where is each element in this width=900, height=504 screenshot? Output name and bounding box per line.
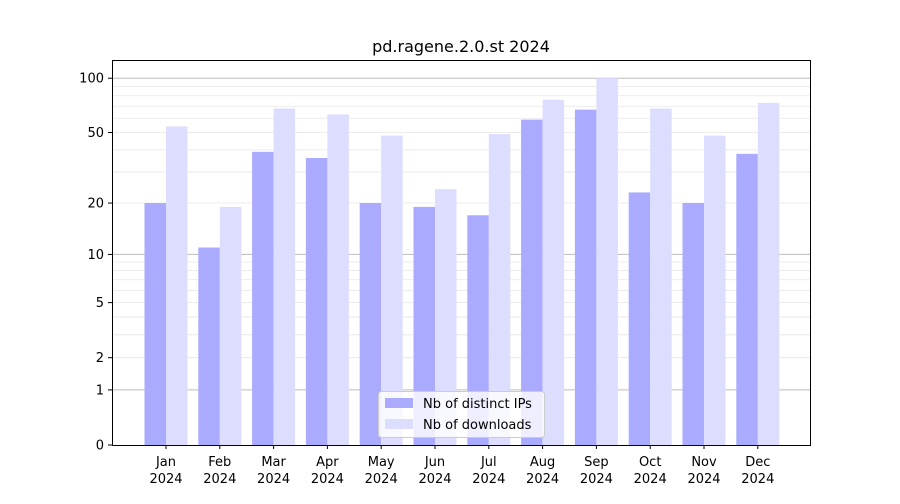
y-tick-label: 100: [79, 72, 104, 87]
bar-downloads: [488, 134, 511, 445]
y-axis: 0 1 2 5 10 20 50 100: [79, 72, 112, 454]
bar-downloads: [381, 135, 403, 445]
x-tick-label: Feb 2024: [203, 455, 236, 487]
y-tick-label: 1: [96, 383, 104, 398]
bar-distinct-ips: [252, 151, 274, 445]
plot-frame: [112, 60, 811, 446]
x-tick-label: Apr 2024: [311, 455, 344, 487]
bar-downloads: [166, 126, 188, 446]
y-tick-label: 20: [87, 197, 104, 212]
y-tick-label: 10: [87, 248, 104, 263]
x-tick-label: Mar 2024: [257, 455, 290, 487]
bar-distinct-ips: [682, 203, 704, 445]
bar-distinct-ips: [413, 206, 435, 445]
y-tick-label: 0: [96, 439, 104, 454]
x-tick-label: Jan 2024: [149, 455, 182, 487]
legend: Nb of distinct IPs Nb of downloads: [378, 391, 545, 438]
bar-downloads: [273, 108, 296, 446]
legend-label-ips: Nb of distinct IPs: [423, 397, 532, 412]
bar-distinct-ips: [144, 203, 166, 445]
x-tick-label: Nov 2024: [687, 455, 720, 487]
bar-downloads: [542, 99, 565, 446]
x-tick-label: May 2024: [365, 455, 398, 487]
bar-distinct-ips: [198, 247, 220, 445]
legend-swatch-ips: [385, 398, 413, 408]
bar-distinct-ips: [521, 119, 543, 446]
bar-distinct-ips: [574, 109, 597, 445]
y-tick-label: 50: [87, 126, 104, 141]
x-tick-label: Jun 2024: [418, 455, 451, 487]
x-tick-label: Dec 2024: [741, 455, 774, 487]
bar-downloads: [327, 114, 349, 445]
x-axis: Jan 2024 Feb 2024 Mar 2024 Apr 2024 May 2024 Jun 20…: [149, 445, 774, 487]
bar-downloads: [650, 108, 672, 446]
legend-swatch-downloads: [385, 419, 413, 429]
chart-title: pd.ragene.2.0.st 2024: [372, 37, 550, 56]
x-tick-label: Sep 2024: [580, 455, 613, 487]
bar-distinct-ips: [359, 203, 382, 445]
y-tick-label: 5: [96, 296, 104, 311]
bar-downloads: [596, 78, 618, 446]
bar-downloads: [757, 102, 780, 445]
legend-label-downloads: Nb of downloads: [423, 418, 532, 433]
bar-downloads: [219, 206, 242, 445]
bar-distinct-ips: [305, 158, 328, 445]
x-tick-label: Jul 2024: [472, 455, 505, 487]
x-tick-label: Aug 2024: [526, 455, 559, 487]
bars: [144, 78, 780, 446]
y-tick-label: 2: [96, 351, 104, 366]
x-tick-label: Oct 2024: [634, 455, 667, 487]
bar-downloads: [435, 189, 457, 445]
bar-distinct-ips: [736, 153, 758, 445]
bar-downloads: [704, 135, 726, 445]
bar-distinct-ips: [467, 215, 489, 445]
bar-distinct-ips: [628, 192, 651, 445]
